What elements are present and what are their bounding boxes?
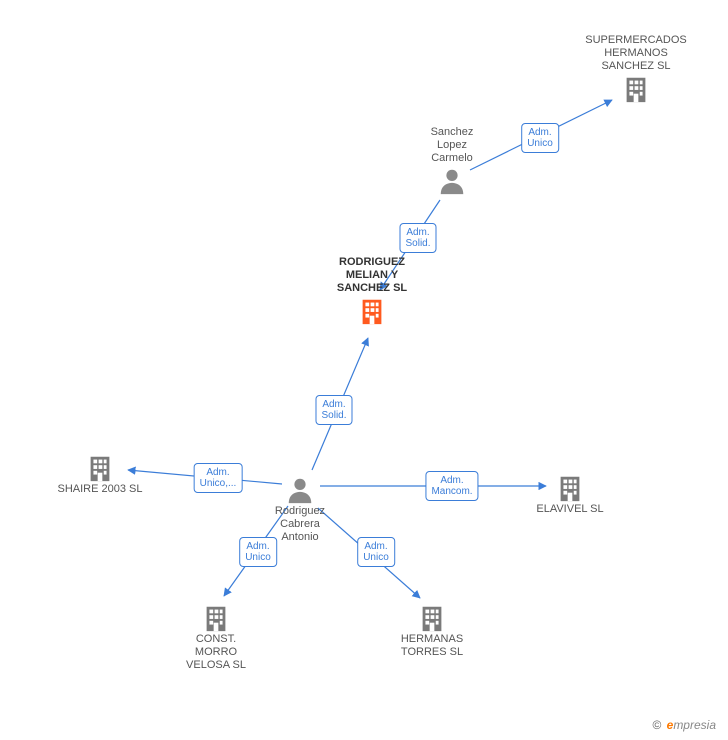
node-supermercados[interactable]: SUPERMERCADOS HERMANOS SANCHEZ SL <box>576 34 696 104</box>
node-center[interactable]: RODRIGUEZ MELIAN Y SANCHEZ SL <box>312 256 432 326</box>
node-label: ELAVIVEL SL <box>536 503 603 515</box>
node-shaire[interactable]: SHAIRE 2003 SL <box>40 453 160 496</box>
diagram-canvas: RODRIGUEZ MELIAN Y SANCHEZ SL Sanchez Lo… <box>0 0 728 740</box>
node-hermanas[interactable]: HERMANAS TORRES SL <box>372 603 492 659</box>
node-label: Rodriguez Cabrera Antonio <box>275 505 325 543</box>
edge-label: Adm. Solid. <box>399 223 436 253</box>
footer: © empresia <box>652 718 716 732</box>
edges-layer <box>0 0 728 740</box>
edge-label: Adm. Mancom. <box>425 471 478 501</box>
building-icon <box>621 74 651 104</box>
building-icon <box>357 296 387 326</box>
node-label: RODRIGUEZ MELIAN Y SANCHEZ SL <box>337 256 407 294</box>
node-elavivel[interactable]: ELAVIVEL SL <box>510 473 630 516</box>
person-icon <box>437 166 467 196</box>
edge-label: Adm. Unico <box>521 123 559 153</box>
building-icon <box>417 603 447 633</box>
node-label: SHAIRE 2003 SL <box>58 483 143 495</box>
building-icon <box>85 453 115 483</box>
node-label: Sanchez Lopez Carmelo <box>431 126 474 164</box>
building-icon <box>201 603 231 633</box>
node-morro[interactable]: CONST. MORRO VELOSA SL <box>156 603 276 673</box>
edge-label: Adm. Unico <box>357 537 395 567</box>
building-icon <box>555 473 585 503</box>
copyright-symbol: © <box>652 718 661 732</box>
edge-label: Adm. Unico <box>239 537 277 567</box>
node-label: SUPERMERCADOS HERMANOS SANCHEZ SL <box>585 34 686 72</box>
person-icon <box>285 475 315 505</box>
node-label: HERMANAS TORRES SL <box>401 633 463 658</box>
node-rodriguez[interactable]: Rodriguez Cabrera Antonio <box>240 475 360 545</box>
node-label: CONST. MORRO VELOSA SL <box>186 633 246 671</box>
node-sanchez[interactable]: Sanchez Lopez Carmelo <box>392 126 512 196</box>
edge-label: Adm. Unico,... <box>194 463 243 493</box>
edge-label: Adm. Solid. <box>315 395 352 425</box>
brand-rest: mpresia <box>673 718 716 732</box>
